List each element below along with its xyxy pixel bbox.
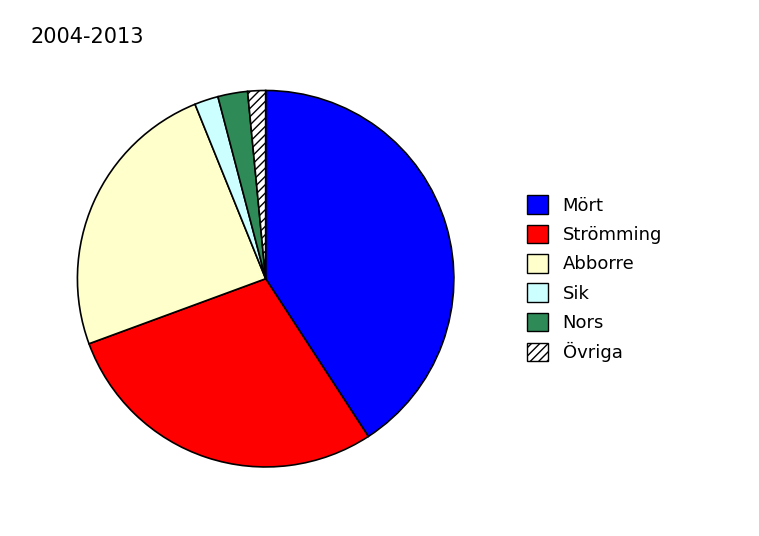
Text: 2004-2013: 2004-2013 bbox=[30, 27, 144, 47]
Wedge shape bbox=[266, 91, 454, 436]
Legend: Mört, Strömming, Abborre, Sik, Nors, Övriga: Mört, Strömming, Abborre, Sik, Nors, Övr… bbox=[519, 188, 669, 369]
Wedge shape bbox=[77, 104, 266, 344]
Wedge shape bbox=[195, 96, 266, 279]
Wedge shape bbox=[247, 91, 266, 279]
Wedge shape bbox=[89, 279, 368, 467]
Wedge shape bbox=[218, 91, 266, 279]
